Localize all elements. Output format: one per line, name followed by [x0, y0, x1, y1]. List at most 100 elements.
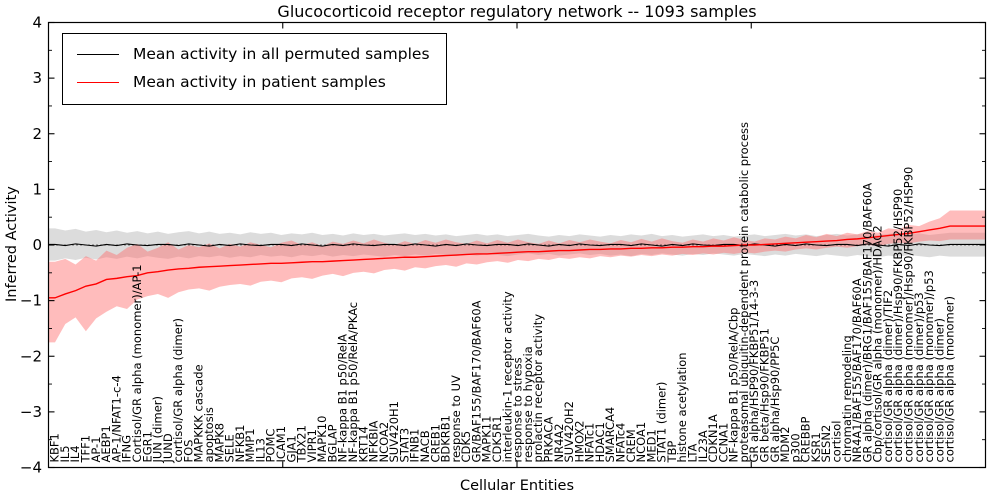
x-category-label: GR alpha/Hsp90/PP5C: [768, 337, 782, 463]
permuted-line-swatch: [77, 53, 119, 55]
x-category-label: STAT3: [397, 428, 411, 463]
x-category-label: FOS: [181, 440, 195, 463]
x-category-label: SMARCA4: [603, 407, 617, 463]
x-category-label: MED1: [644, 429, 658, 462]
x-category-label: STAT1 (dimer): [655, 382, 669, 463]
legend-item-patient: Mean activity in patient samples: [71, 68, 436, 96]
x-category-label: AEBP1: [99, 425, 113, 462]
x-category-label: BDKRB1: [439, 415, 453, 462]
x-category-label: NACB: [418, 430, 432, 462]
x-category-label: histone acetylation: [675, 352, 689, 462]
x-category-label: POMC: [264, 429, 278, 463]
patient-mean-line: [48, 225, 986, 299]
x-category-label: GR alpha (dimer)/BRG1/BAF155/BAF170/BAF6…: [860, 183, 874, 463]
x-category-label: NR4A1/BAF155/BAF170/BAF60A: [850, 278, 864, 462]
x-category-label: cortisol/GR alpha (dimer)/TIF2: [881, 290, 895, 463]
x-category-label: BGLAP: [325, 424, 339, 462]
x-category-label: CREBBP: [799, 416, 813, 462]
x-category-label: VIPR1: [305, 429, 319, 463]
x-category-label: cortisol: [830, 420, 844, 462]
y-tick-label: 2: [32, 125, 42, 143]
x-category-label: GR/BAF155/BAF170/BAF60A: [469, 300, 483, 462]
x-category-label: IL5: [58, 445, 72, 462]
x-category-label: IFNB1: [408, 429, 422, 463]
x-category-label: apoptosis: [202, 407, 216, 462]
x-category-label: CDKN1A: [706, 414, 720, 462]
x-category-label: cortisol/GR alpha (dimer)/p53: [912, 292, 926, 462]
x-category-label: IL13: [253, 438, 267, 462]
legend-label-patient: Mean activity in patient samples: [133, 73, 386, 91]
x-category-label: IFNG: [120, 435, 134, 463]
x-category-label: TBP: [665, 441, 679, 464]
x-category-label: SUV420H2: [562, 401, 576, 463]
x-category-label: NCOA2: [377, 422, 391, 463]
x-category-label: response to stress: [511, 357, 525, 462]
patient-confidence-band: [48, 210, 986, 343]
x-category-label: IL23A: [696, 430, 710, 462]
x-category-label: SUV420H1: [387, 401, 401, 463]
x-category-label: ICAM1: [274, 426, 288, 463]
x-category-label: proteasomal ubiquitin-dependent protein …: [737, 122, 751, 463]
x-category-label: Cortisol/GR alpha (monomer)/AP-1: [130, 264, 144, 462]
x-category-label: MDM2: [778, 426, 792, 462]
x-category-label: AP-1: [89, 436, 103, 462]
x-category-label: MMP1: [243, 428, 257, 462]
x-category-label: MAPKKK cascade: [192, 364, 206, 462]
x-category-label: JUN (dimer): [151, 396, 165, 464]
x-category-label: CREB1: [428, 424, 442, 463]
x-category-label: SESN2: [819, 425, 833, 463]
x-category-label: AP-1/NFAT1-c-4: [109, 375, 123, 462]
x-category-label: GR alpha/HSP90/FKBP51/14-3-3: [747, 280, 761, 463]
x-category-label: TBX21: [295, 425, 309, 463]
y-tick-label: 1: [32, 180, 42, 198]
x-category-label: TFF1: [79, 435, 93, 464]
legend-item-permuted: Mean activity in all permuted samples: [71, 40, 436, 68]
y-tick-label: −2: [20, 347, 42, 365]
x-category-label: CCNA1: [716, 423, 730, 463]
permuted-mean-line: [48, 243, 986, 247]
patient-line-swatch: [77, 81, 119, 83]
x-category-label: IL4: [68, 445, 82, 462]
x-category-label: interleukin-1 receptor activity: [500, 291, 514, 462]
x-category-label: NFKB1: [233, 425, 247, 463]
x-category-label: KSR1: [809, 432, 823, 462]
x-category-label: Cbp/cortisol/GR alpha (monomer)/HDAC2: [871, 225, 885, 462]
x-category-label: MAPK11: [480, 416, 494, 463]
x-category-label: PRKACA: [541, 417, 555, 463]
x-category-label: chromatin remodeling: [840, 335, 854, 462]
x-category-label: JUND: [161, 433, 175, 463]
x-category-label: NFKBIA: [367, 420, 381, 462]
x-category-label: response to UV: [449, 375, 463, 463]
x-category-label: NCOA1: [634, 422, 648, 463]
x-category-label: GJA1: [284, 435, 298, 462]
chart-title: Glucocorticoid receptor regulatory netwo…: [277, 2, 757, 21]
x-category-label: p300: [788, 433, 802, 462]
x-category-label: KBF1: [48, 433, 62, 462]
x-category-label: GR beta/Hsp90/FKBP51: [758, 328, 772, 462]
y-tick-label: 0: [32, 236, 42, 254]
x-category-label: CDK5R1: [490, 415, 504, 462]
x-category-label: LTA: [685, 444, 699, 463]
x-category-label: NF-kappa B1 p50/RelA/Cbp: [727, 308, 741, 463]
y-tick-label: 4: [32, 14, 42, 32]
y-tick-label: 3: [32, 69, 42, 87]
x-category-label: MAPK8: [212, 423, 226, 463]
x-category-label: cortisol/GR alpha (dimer)/Hsp90/FKBP52/H…: [891, 189, 905, 463]
x-category-label: prolactin receptor activity: [531, 314, 545, 463]
x-category-label: EGR1: [140, 431, 154, 463]
x-category-label: cortisol/GR alpha (dimer): [171, 318, 185, 462]
y-tick-label: −1: [20, 292, 42, 310]
x-category-label: NF-kappa B1 p50/RelA/PKAc: [346, 302, 360, 463]
x-category-label: cortisol/GR alpha (monomer)/Hsp90/FKBP52…: [902, 167, 916, 463]
permuted-confidence-band: [48, 228, 986, 261]
x-category-label: response to hypoxia: [521, 346, 535, 462]
x-category-label: HDAC1: [593, 422, 607, 462]
x-category-label: cortisol/GR alpha (monomer)/p53: [922, 270, 936, 462]
x-category-label: MAPK10: [315, 416, 329, 463]
x-category-label: cortisol/GR alpha (dimer): [932, 318, 946, 462]
x-category-label: CREM: [624, 429, 638, 462]
y-tick-label: −3: [20, 403, 42, 421]
x-category-label: SELE: [223, 434, 237, 462]
y-axis-label: Inferred Activity: [4, 186, 20, 302]
x-category-label: NR4A2: [552, 423, 566, 462]
